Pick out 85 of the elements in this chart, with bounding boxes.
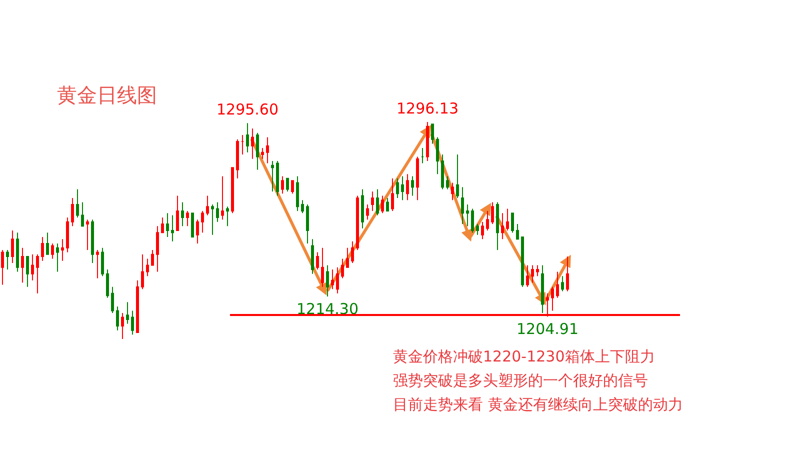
candlestick bbox=[511, 212, 514, 234]
candlestick bbox=[86, 219, 89, 251]
candlestick bbox=[76, 188, 79, 218]
candlestick bbox=[216, 202, 219, 222]
candlestick bbox=[466, 204, 469, 227]
candlestick bbox=[101, 247, 104, 277]
candlestick bbox=[81, 202, 84, 227]
candlestick bbox=[131, 310, 134, 336]
candlestick bbox=[451, 182, 454, 201]
candlestick bbox=[201, 210, 204, 234]
candlestick bbox=[36, 254, 39, 294]
candlestick bbox=[181, 202, 184, 227]
candlestick bbox=[226, 206, 229, 227]
candlestick bbox=[176, 195, 179, 231]
candlestick bbox=[56, 243, 59, 272]
candlestick bbox=[71, 197, 74, 227]
candlestick bbox=[61, 238, 64, 262]
candlestick bbox=[121, 312, 124, 340]
candlestick bbox=[531, 264, 534, 284]
candlestick bbox=[171, 214, 174, 242]
candlestick bbox=[146, 258, 149, 277]
candlestick bbox=[476, 223, 479, 236]
candlestick bbox=[106, 269, 109, 298]
candlestick bbox=[486, 210, 489, 231]
candlestick bbox=[111, 286, 114, 314]
annotation: 1296.13 bbox=[396, 100, 459, 118]
candlestick bbox=[161, 216, 164, 234]
candlestick bbox=[26, 256, 29, 288]
candlestick bbox=[96, 250, 99, 279]
candlestick bbox=[526, 264, 529, 288]
candlestick bbox=[186, 210, 189, 227]
candlestick bbox=[31, 254, 34, 281]
candlestick bbox=[431, 124, 434, 144]
candlestick bbox=[246, 122, 249, 153]
candlestick bbox=[551, 286, 554, 312]
candlestick bbox=[521, 236, 524, 288]
candlestick bbox=[151, 250, 154, 266]
candlestick bbox=[141, 254, 144, 290]
candlestick bbox=[11, 230, 14, 264]
candlestick bbox=[136, 280, 139, 333]
candlestick bbox=[91, 219, 94, 264]
candlestick bbox=[196, 219, 199, 244]
candlestick bbox=[496, 202, 499, 251]
candlestick bbox=[471, 208, 474, 234]
candlestick bbox=[501, 212, 504, 240]
candlestick bbox=[156, 226, 159, 272]
annotation: 1204.91 bbox=[516, 320, 579, 338]
candlestick bbox=[536, 264, 539, 277]
candlestick bbox=[541, 264, 544, 314]
candlestick bbox=[16, 232, 19, 272]
annotation: 1295.60 bbox=[216, 100, 279, 119]
candlestick bbox=[446, 176, 449, 190]
candlestick bbox=[46, 232, 49, 255]
candlestick bbox=[516, 223, 519, 240]
candlestick bbox=[116, 306, 119, 331]
candlestick bbox=[206, 195, 209, 216]
chart-title: 黄金日线图 bbox=[57, 83, 157, 107]
text: 目前走势来看 黄金还有继续向上突破的动力 bbox=[393, 396, 683, 414]
candlestick bbox=[506, 208, 509, 231]
candlestick bbox=[166, 212, 169, 238]
candlestick bbox=[211, 204, 214, 236]
candlestick bbox=[41, 236, 44, 262]
candlestick bbox=[436, 136, 439, 175]
candlestick bbox=[491, 202, 494, 224]
candlestick bbox=[6, 250, 9, 270]
candlestick bbox=[236, 138, 239, 179]
candlestick bbox=[241, 134, 244, 156]
text: 黄金价格冲破1220-1230箱体上下阻力 bbox=[393, 348, 655, 366]
candlestick bbox=[441, 154, 444, 190]
candlestick bbox=[456, 154, 459, 198]
annotation: 1214.30 bbox=[296, 300, 359, 318]
candlestick bbox=[221, 176, 224, 220]
candlestick bbox=[66, 216, 69, 253]
candlestick bbox=[231, 167, 234, 214]
text: 强势突破是多头塑形的一个很好的信号 bbox=[393, 372, 648, 390]
candlestick bbox=[1, 250, 4, 286]
candlestick bbox=[191, 212, 194, 238]
candlestick bbox=[461, 186, 464, 224]
candlestick bbox=[566, 256, 569, 292]
candlestick bbox=[561, 276, 564, 292]
candlestick bbox=[21, 247, 24, 284]
candlestick bbox=[556, 271, 559, 298]
candlestick bbox=[126, 302, 129, 324]
candlestick bbox=[481, 221, 484, 240]
candlestick bbox=[51, 243, 54, 260]
